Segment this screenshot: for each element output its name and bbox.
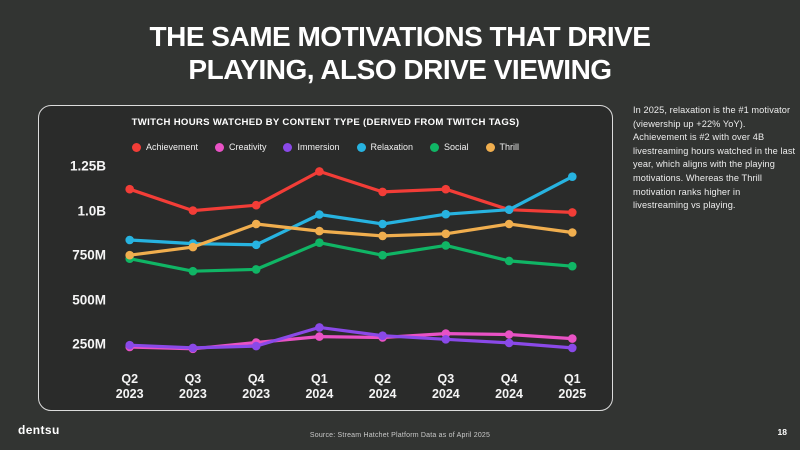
series-line-thrill [128, 222, 574, 257]
data-point-immersion [251, 341, 261, 351]
data-point-immersion [378, 331, 387, 340]
legend-dot-relaxation [356, 142, 366, 152]
data-point-relaxation [568, 172, 577, 181]
legend-item-achievement: Achievement [131, 142, 198, 152]
data-point-creativity [504, 330, 514, 339]
data-point-relaxation [315, 210, 324, 219]
data-point-achievement [125, 184, 134, 194]
chart-title: TWITCH HOURS WATCHED BY CONTENT TYPE (DE… [131, 117, 520, 128]
data-point-achievement [378, 187, 387, 197]
dentsu-logo: dentsu [18, 423, 60, 437]
data-point-social [188, 266, 198, 276]
slide-title-line1: THE SAME MOTIVATIONS THAT DRIVE [149, 21, 651, 52]
data-point-creativity [568, 334, 577, 343]
data-point-thrill [441, 229, 451, 239]
y-axis-tick: 1.25B [69, 158, 106, 174]
legend-dot-achievement [131, 142, 141, 152]
chart-card: TWITCH HOURS WATCHED BY CONTENT TYPE (DE… [38, 105, 613, 411]
y-axis-tick: 500M [72, 292, 106, 308]
data-point-immersion [188, 343, 198, 353]
data-point-achievement [441, 184, 451, 194]
data-point-immersion [125, 340, 134, 350]
page-number: 18 [777, 427, 787, 437]
y-axis-tick: 750M [72, 247, 106, 263]
legend-label: Thrill [499, 142, 520, 152]
x-axis-tick: Q3 2024 [431, 372, 460, 401]
data-point-social [378, 250, 387, 260]
x-axis-tick: Q1 2024 [305, 372, 334, 401]
chart-legend: Achievement Creativity Immersion Relaxation… [39, 142, 612, 152]
legend-item-relaxation: Relaxation [356, 142, 414, 152]
data-point-creativity [315, 332, 324, 341]
legend-item-social: Social [430, 142, 469, 152]
data-point-social [251, 265, 261, 274]
legend-dot-immersion [283, 142, 293, 152]
x-axis-tick: Q2 2024 [368, 372, 397, 401]
legend-label: Achievement [145, 142, 198, 152]
data-point-thrill [315, 226, 324, 236]
data-point-relaxation [125, 235, 134, 245]
series-line-social [128, 241, 574, 273]
y-axis-tick: 1.0B [77, 203, 106, 219]
series-line-achievement [128, 169, 574, 215]
line-chart [125, 167, 577, 354]
legend-item-creativity: Creativity [214, 142, 267, 152]
series-line-immersion [128, 325, 574, 350]
slide-title: THE SAME MOTIVATIONS THAT DRIVE PLAYING,… [0, 20, 800, 86]
x-axis-tick: Q4 2024 [495, 372, 523, 401]
legend-dot-creativity [214, 142, 224, 152]
data-point-thrill [378, 231, 387, 241]
insight-note: In 2025, relaxation is the #1 motivator … [633, 105, 796, 211]
data-point-immersion [441, 335, 451, 344]
legend-label: Immersion [297, 142, 340, 152]
data-point-thrill [568, 228, 577, 237]
data-point-social [504, 256, 514, 266]
data-point-thrill [188, 242, 198, 252]
data-point-achievement [315, 167, 324, 176]
data-point-thrill [251, 219, 261, 229]
data-point-thrill [504, 219, 514, 229]
data-point-relaxation [504, 205, 514, 214]
data-point-relaxation [378, 219, 387, 229]
data-point-relaxation [251, 240, 261, 250]
data-point-social [315, 238, 324, 247]
legend-item-immersion: Immersion [283, 142, 340, 152]
y-axis-tick: 250M [72, 336, 106, 352]
data-point-social [568, 261, 577, 271]
source-caption: Source: Stream Hatchet Platform Data as … [309, 432, 491, 439]
legend-label: Relaxation [370, 142, 414, 152]
x-axis-tick: Q2 2023 [115, 372, 144, 401]
legend-label: Social [444, 142, 469, 152]
x-axis-tick: Q3 2023 [179, 372, 207, 401]
data-point-achievement [568, 208, 577, 217]
data-point-immersion [568, 343, 577, 353]
legend-dot-social [430, 142, 440, 152]
data-point-achievement [188, 206, 198, 215]
x-axis-tick: Q4 2023 [242, 372, 271, 401]
slide-title-line2: PLAYING, ALSO DRIVE VIEWING [188, 54, 612, 85]
data-point-social [441, 241, 451, 250]
data-point-immersion [504, 338, 514, 348]
data-point-relaxation [441, 209, 451, 219]
legend-dot-thrill [485, 142, 495, 152]
data-point-immersion [315, 323, 324, 332]
legend-item-thrill: Thrill [485, 142, 520, 152]
x-axis-tick: Q1 2025 [558, 372, 587, 401]
data-point-achievement [251, 200, 261, 210]
legend-label: Creativity [228, 142, 267, 152]
data-point-thrill [125, 250, 134, 260]
